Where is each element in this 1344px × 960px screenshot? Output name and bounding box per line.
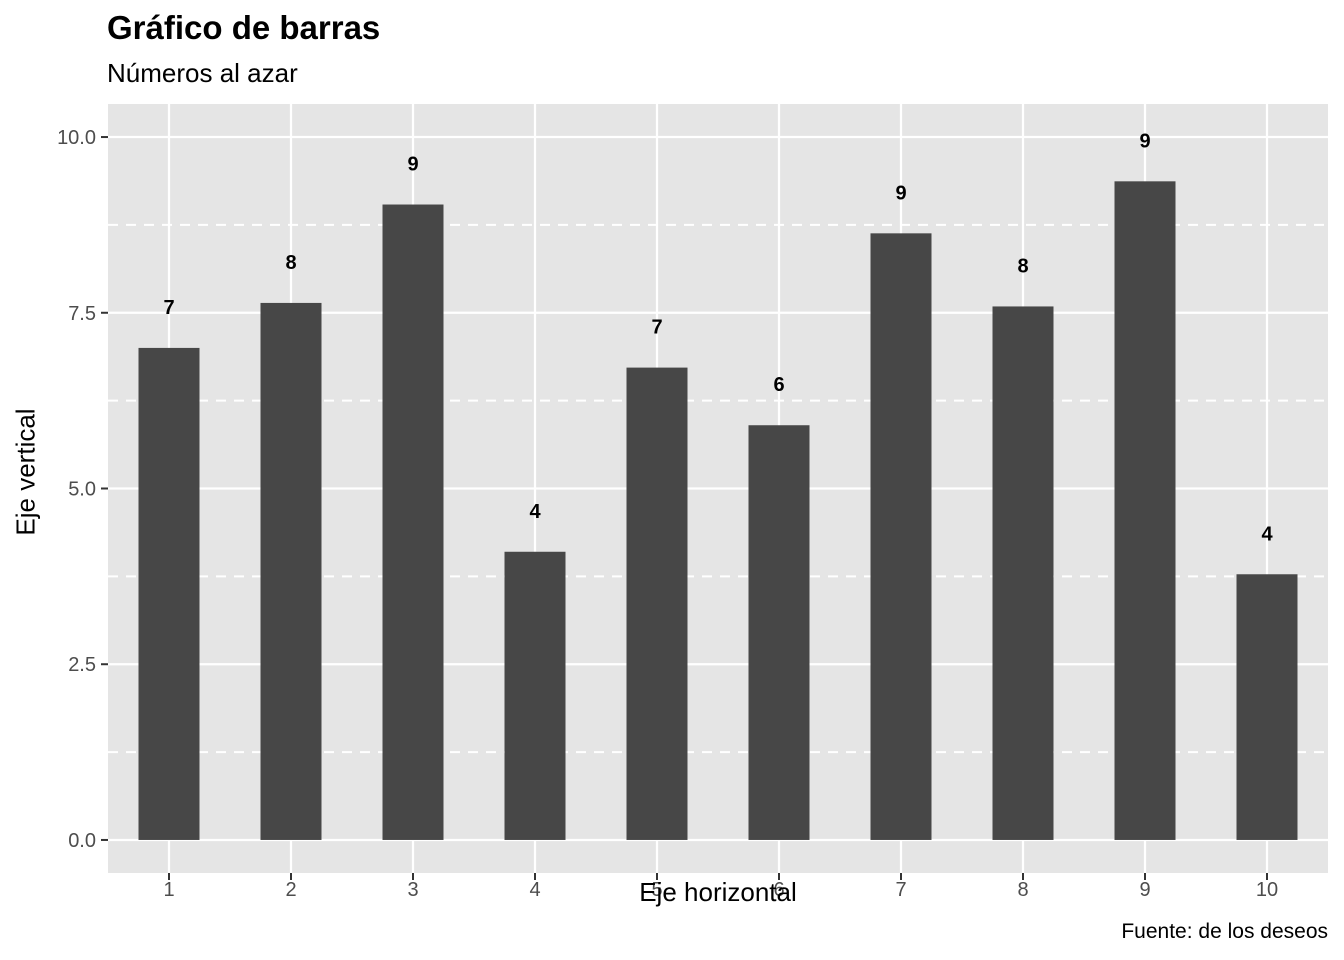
x-tick-label: 8 (1017, 879, 1028, 901)
x-tick-label: 4 (529, 879, 540, 901)
x-tick-label: 1 (163, 879, 174, 901)
bar-5 (626, 367, 688, 840)
y-tick-label: 2.5 (68, 654, 96, 676)
data-label-4: 4 (529, 501, 541, 523)
x-tick-label: 5 (651, 879, 662, 901)
data-label-10: 4 (1261, 523, 1273, 545)
bar-4 (504, 551, 566, 840)
bar-3 (382, 204, 444, 840)
chart-subtitle: Números al azar (107, 58, 298, 88)
data-label-3: 9 (407, 154, 418, 176)
chart-caption: Fuente: de los deseos (1121, 920, 1328, 943)
data-label-7: 9 (895, 182, 906, 204)
x-tick-label: 7 (895, 879, 906, 901)
bar-1 (138, 347, 200, 840)
x-tick-label: 10 (1256, 879, 1278, 901)
data-label-2: 8 (285, 252, 296, 274)
data-label-5: 7 (651, 317, 662, 339)
bar-8 (992, 306, 1054, 840)
x-tick-label: 2 (285, 879, 296, 901)
data-label-9: 9 (1139, 130, 1150, 152)
y-tick-label: 0.0 (68, 830, 96, 852)
data-label-8: 8 (1017, 255, 1028, 277)
y-tick-label: 5.0 (68, 479, 96, 501)
bar-9 (1114, 181, 1176, 840)
x-tick-label: 9 (1139, 879, 1150, 901)
bar-10 (1236, 574, 1298, 840)
x-tick-label: 6 (773, 879, 784, 901)
bar-2 (260, 302, 322, 840)
chart-title: Gráfico de barras (107, 9, 381, 46)
x-axis-label: Eje horizontal (639, 877, 797, 907)
data-label-1: 7 (163, 297, 174, 319)
y-axis-label: Eje vertical (10, 408, 41, 536)
y-tick-label: 10.0 (57, 127, 96, 149)
bar-6 (748, 425, 810, 840)
bar-7 (870, 233, 932, 840)
x-tick-label: 3 (407, 879, 418, 901)
y-tick-label: 7.5 (68, 303, 96, 325)
data-label-6: 6 (773, 374, 784, 396)
